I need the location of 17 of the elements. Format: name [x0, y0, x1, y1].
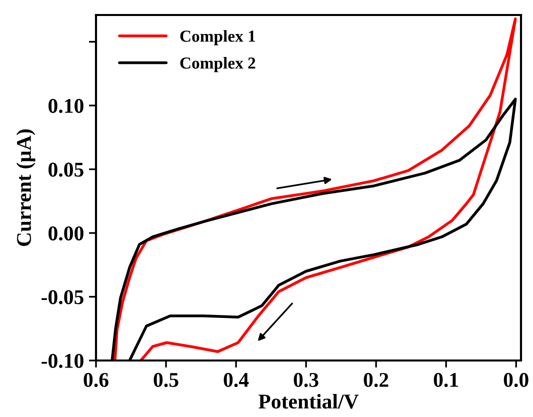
y-tick-label: 0.00: [48, 226, 84, 241]
x-tick-label: 0.3: [294, 372, 318, 388]
line-series: [114, 17, 517, 360]
y-tick-label: 0.05: [48, 162, 84, 177]
legend-label: Complex 2: [180, 56, 256, 72]
x-tick-label: 0.5: [154, 372, 178, 388]
x-axis-title: Potential/V: [258, 394, 359, 409]
legend-label: Complex 1: [180, 30, 256, 46]
x-tick-label: 0.2: [364, 372, 388, 388]
x-tick-label: 0.1: [434, 372, 458, 388]
x-tick-label: 0.0: [504, 372, 528, 388]
y-tick-label: 0.10: [48, 98, 84, 114]
y-tick-label: -0.10: [42, 354, 84, 368]
x-tick-label: 0.4: [224, 372, 249, 388]
x-tick-label: 0.6: [84, 372, 108, 388]
y-axis-title: Current (μA): [16, 129, 36, 246]
y-tick-label: -0.05: [42, 290, 84, 304]
